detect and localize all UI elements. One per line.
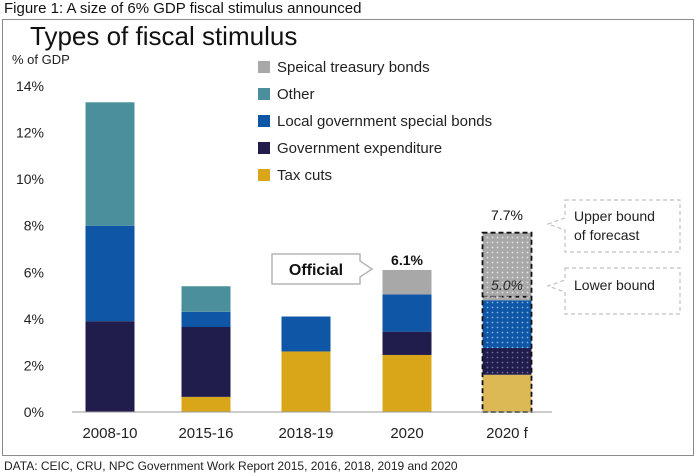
- bar-segment-local-government-special-bonds: [281, 316, 331, 352]
- chart-frame: [2, 19, 694, 456]
- y-tick-label: 8%: [24, 218, 44, 234]
- legend-swatch-government-expenditure: [258, 142, 270, 154]
- figure-title: Figure 1: A size of 6% GDP fiscal stimul…: [4, 0, 362, 17]
- bar-segment-tax-cuts: [382, 354, 432, 412]
- bar-segment-other: [85, 102, 135, 226]
- legend: Speical treasury bonds Other Local governm…: [258, 59, 492, 184]
- lower-bound-label: Lower bound: [574, 277, 655, 293]
- lower-value-label: 5.0%: [491, 277, 523, 293]
- official-label: Official: [289, 262, 343, 279]
- y-axis-label: % of GDP: [12, 52, 70, 67]
- bar-segment-government-expenditure: [482, 347, 532, 375]
- official-value-label: 6.1%: [391, 252, 423, 268]
- bar-segment-tax-cuts: [281, 351, 331, 412]
- legend-label: Government expenditure: [277, 140, 442, 157]
- legend-label: Local government special bonds: [277, 113, 492, 130]
- upper-bound-callout-box: [546, 199, 681, 253]
- lower-bound-callout: Lower bound: [546, 267, 681, 315]
- legend-swatch-tax-cuts: [258, 169, 270, 181]
- x-tick-label: 2018-19: [278, 425, 333, 442]
- official-callout: Official: [271, 253, 374, 285]
- y-tick-label: 0%: [24, 404, 44, 420]
- bar-segment-speical-treasury-bonds: [382, 269, 432, 295]
- upper-value-label: 7.7%: [491, 207, 523, 223]
- bar-segment-speical-treasury-bonds: [482, 232, 532, 301]
- x-tick-label: 2020 f: [486, 425, 529, 442]
- y-tick-label: 10%: [16, 171, 44, 187]
- y-tick-label: 4%: [24, 311, 44, 327]
- bar-segment-local-government-special-bonds: [482, 300, 532, 348]
- x-tick-label: 2015-16: [178, 425, 233, 442]
- y-tick-label: 2%: [24, 357, 44, 373]
- bar-segment-local-government-special-bonds: [181, 311, 231, 328]
- bar-segment-other: [181, 286, 231, 312]
- legend-label: Other: [277, 86, 315, 103]
- y-tick-label: 6%: [24, 264, 44, 280]
- legend-swatch-speical-treasury-bonds: [258, 61, 270, 73]
- legend-label: Tax cuts: [277, 167, 332, 184]
- x-axis-ticks: 2008-10 2015-16 2018-19 2020 2020 f: [82, 425, 528, 442]
- bar-segment-government-expenditure: [382, 331, 432, 355]
- x-tick-label: 2020: [390, 425, 423, 442]
- chart-title: Types of fiscal stimulus: [30, 21, 298, 51]
- x-tick-label: 2008-10: [82, 425, 137, 442]
- lower-bound-callout-box: [546, 267, 681, 315]
- y-axis-ticks: 0% 2% 4% 6% 8% 10% 12% 14%: [16, 78, 44, 420]
- upper-bound-label-line2: of forecast: [574, 227, 639, 243]
- y-tick-label: 12%: [16, 125, 44, 141]
- bar-segment-tax-cuts: [181, 396, 231, 412]
- legend-label: Speical treasury bonds: [277, 59, 430, 76]
- y-tick-label: 14%: [16, 78, 44, 94]
- bar-segment-local-government-special-bonds: [382, 294, 432, 332]
- bar-segment-tax-cuts: [482, 374, 532, 412]
- bar-segment-government-expenditure: [181, 327, 231, 397]
- upper-bound-callout: Upper bound of forecast: [546, 199, 681, 253]
- legend-swatch-other: [258, 88, 270, 100]
- bar-segment-government-expenditure: [85, 321, 135, 412]
- bar-series: [85, 102, 533, 413]
- legend-swatch-local-government-special-bonds: [258, 115, 270, 127]
- official-callout-box: [271, 253, 374, 285]
- bar-segment-local-government-special-bonds: [85, 225, 135, 322]
- upper-bound-label-line1: Upper bound: [574, 208, 655, 224]
- source-note: DATA: CEIC, CRU, NPC Government Work Rep…: [4, 459, 458, 473]
